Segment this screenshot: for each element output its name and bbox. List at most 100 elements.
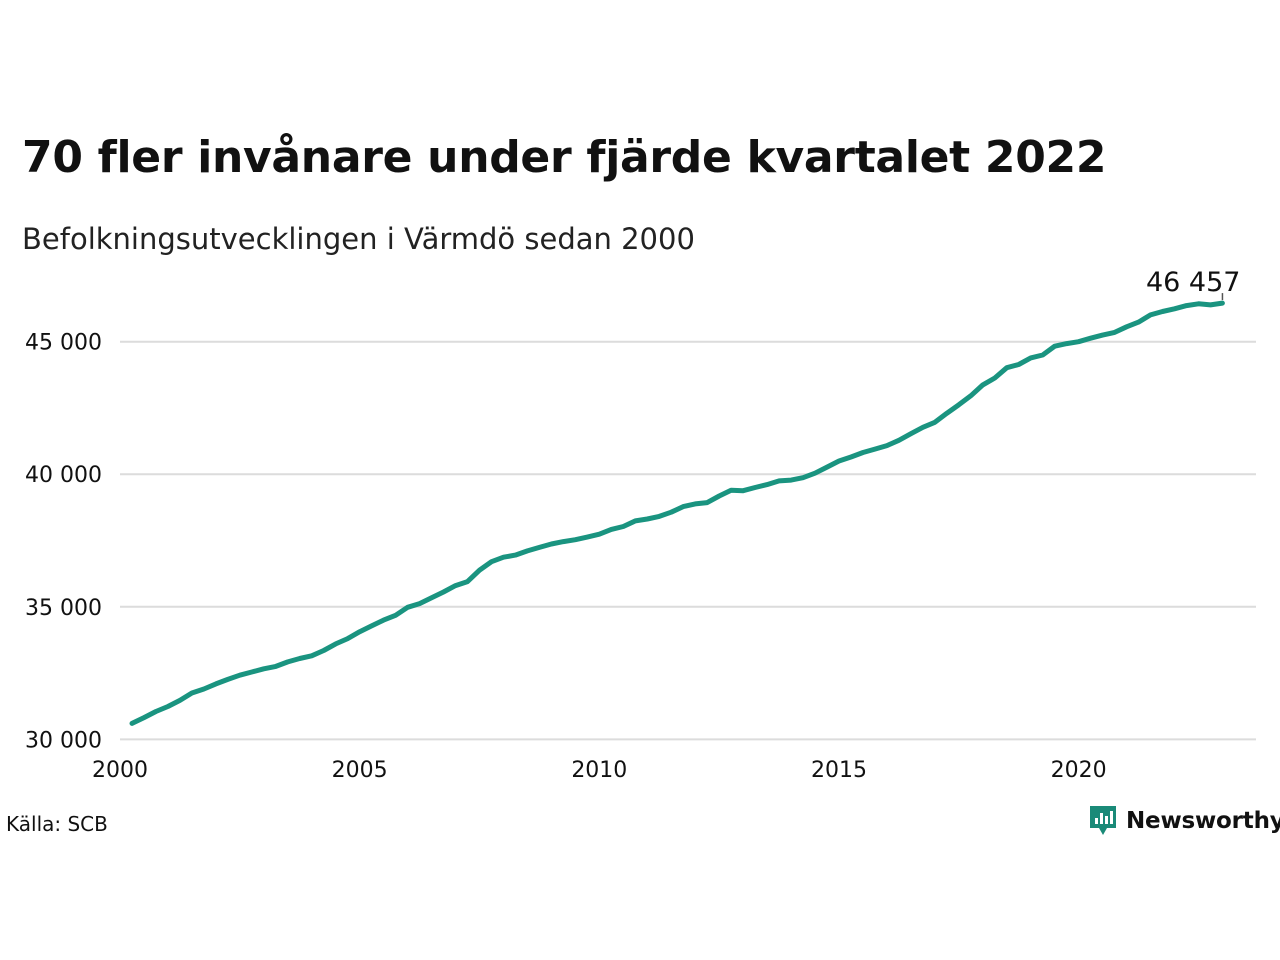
data-point — [597, 532, 602, 537]
data-point — [980, 382, 985, 387]
data-point — [165, 704, 170, 709]
data-point — [465, 579, 470, 584]
data-point — [944, 411, 949, 416]
data-point — [861, 450, 866, 455]
data-point — [297, 656, 302, 661]
y-tick-label: 45 000 — [25, 331, 102, 356]
brand-logo: Newsworthy — [1088, 804, 1280, 838]
data-point — [645, 517, 650, 522]
source-note: Källa: SCB — [6, 812, 108, 836]
data-point — [681, 504, 686, 509]
data-point — [1040, 353, 1045, 358]
data-point — [549, 542, 554, 547]
data-point — [1088, 336, 1093, 341]
x-tick-label: 2005 — [332, 758, 388, 783]
data-point — [441, 590, 446, 595]
data-point — [717, 494, 722, 499]
data-point — [537, 545, 542, 550]
data-point — [573, 537, 578, 542]
data-point — [201, 687, 206, 692]
data-point — [1028, 355, 1033, 360]
x-tick-label: 2000 — [92, 758, 148, 783]
data-point — [837, 459, 842, 464]
brand-name: Newsworthy — [1126, 808, 1280, 834]
data-point — [369, 623, 374, 628]
x-tick-label: 2020 — [1051, 758, 1107, 783]
data-point — [1172, 306, 1177, 311]
data-point — [1016, 362, 1021, 367]
data-point — [992, 376, 997, 381]
series-line — [129, 300, 1225, 726]
data-point — [896, 438, 901, 443]
end-value-label: 46 457 — [1146, 267, 1240, 298]
data-point — [309, 653, 314, 658]
data-point — [872, 447, 877, 452]
data-point — [1220, 301, 1225, 306]
data-point — [357, 629, 362, 634]
data-point — [777, 478, 782, 483]
data-point — [621, 524, 626, 529]
data-point — [1004, 365, 1009, 370]
data-point — [513, 553, 518, 558]
y-axis-tick-labels: 30 000 35 000 40 000 45 000 — [25, 331, 102, 754]
newsworthy-logo-icon — [1090, 806, 1116, 835]
data-point — [1208, 302, 1213, 307]
data-point — [705, 500, 710, 505]
data-point — [261, 666, 266, 671]
data-point — [1112, 330, 1117, 335]
data-point — [130, 721, 135, 726]
data-point — [1076, 339, 1081, 344]
data-point — [1184, 303, 1189, 308]
data-point — [956, 402, 961, 407]
data-point — [213, 681, 218, 686]
data-point — [633, 518, 638, 523]
data-point — [273, 664, 278, 669]
data-point — [789, 478, 794, 483]
data-point — [177, 698, 182, 703]
data-point — [453, 583, 458, 588]
data-point — [321, 648, 326, 653]
y-tick-label: 40 000 — [25, 463, 102, 488]
data-point — [908, 431, 913, 436]
data-point — [849, 455, 854, 460]
data-point — [525, 548, 530, 553]
line-chart: 30 000 35 000 40 000 45 000 2000 2005 2010 201… — [25, 267, 1256, 783]
y-tick-label: 30 000 — [25, 728, 102, 753]
data-point — [585, 535, 590, 540]
data-point — [153, 709, 158, 714]
data-point — [884, 443, 889, 448]
chart-subtitle: Befolkningsutvecklingen i Värmdö sedan 2… — [22, 222, 695, 256]
data-point — [669, 510, 674, 515]
data-point — [609, 527, 614, 532]
x-tick-label: 2015 — [811, 758, 867, 783]
data-point — [237, 673, 242, 678]
series-layer — [129, 300, 1225, 726]
chart-title: 70 fler invånare under fjärde kvartalet … — [22, 132, 1107, 183]
data-point — [813, 471, 818, 476]
data-point — [477, 568, 482, 573]
y-tick-label: 35 000 — [25, 596, 102, 621]
data-point — [1100, 333, 1105, 338]
data-point — [249, 670, 254, 675]
data-point — [393, 613, 398, 618]
data-point — [429, 595, 434, 600]
data-point — [285, 659, 290, 664]
data-point — [729, 488, 734, 493]
data-point — [489, 559, 494, 564]
data-point — [1052, 344, 1057, 349]
data-point — [1160, 309, 1165, 314]
data-point — [1124, 324, 1129, 329]
data-point — [417, 601, 422, 606]
data-point — [189, 691, 194, 696]
data-point — [753, 485, 758, 490]
data-point — [345, 636, 350, 641]
data-point — [501, 555, 506, 560]
x-axis-tick-labels: 2000 2005 2010 2015 2020 — [92, 758, 1107, 783]
data-point — [968, 393, 973, 398]
data-point — [801, 475, 806, 480]
data-point — [142, 715, 147, 720]
data-point — [932, 420, 937, 425]
data-point — [225, 677, 230, 682]
data-point — [561, 539, 566, 544]
data-point — [1148, 312, 1153, 317]
